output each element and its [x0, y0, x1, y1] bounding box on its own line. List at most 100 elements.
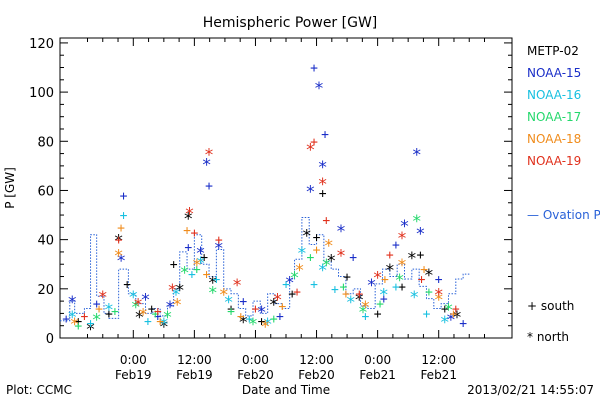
data-point-noaa-15: + — [62, 312, 70, 327]
data-point-noaa-18: * — [360, 298, 370, 318]
data-point-noaa-19: + — [355, 287, 363, 302]
data-point-metp-02: + — [398, 280, 406, 295]
y-axis-label: P [GW] — [3, 167, 17, 209]
data-point-noaa-16: * — [440, 313, 450, 333]
data-point-noaa-16: * — [195, 254, 205, 274]
data-point-noaa-19: * — [184, 205, 194, 225]
data-point-noaa-19: * — [204, 146, 214, 166]
data-point-noaa-15: * — [415, 224, 425, 244]
data-point-noaa-15: * — [256, 303, 266, 323]
legend-item-noaa-18: NOAA-18 — [527, 132, 581, 146]
x-axis-label: Date and Time — [242, 383, 330, 397]
data-point-metp-02: * — [175, 281, 185, 301]
data-point-metp-02: + — [148, 302, 156, 317]
data-point-noaa-19: * — [305, 141, 315, 161]
y-tick-label: 100 — [29, 86, 54, 101]
data-point-metp-02: * — [208, 273, 218, 293]
data-point-noaa-15: + — [276, 309, 284, 324]
data-point-noaa-18: * — [114, 246, 124, 266]
data-point-noaa-17: * — [443, 300, 453, 320]
data-point-noaa-15: * — [399, 217, 409, 237]
data-point-noaa-18: + — [203, 268, 211, 283]
data-point-noaa-17: * — [162, 308, 172, 328]
data-point-noaa-15: + — [93, 297, 101, 312]
data-point-metp-02: * — [424, 266, 434, 286]
data-point-noaa-16: * — [104, 300, 114, 320]
data-point-noaa-17: + — [340, 280, 348, 295]
data-point-noaa-17: * — [394, 271, 404, 291]
data-point-noaa-18: * — [192, 256, 202, 276]
data-point-noaa-15: + — [392, 238, 400, 253]
data-point-noaa-18: * — [172, 296, 182, 316]
chart-title: Hemispheric Power [GW] — [203, 15, 378, 31]
data-point-noaa-15: * — [67, 293, 77, 313]
data-point-metp-02: * — [183, 210, 193, 230]
x-tick-time-label: 0:00 — [364, 353, 391, 367]
x-tick-time-label: 12:00 — [299, 353, 334, 367]
data-point-noaa-15: + — [310, 61, 318, 76]
data-point-noaa-15: * — [285, 273, 295, 293]
legend-item-noaa-17: NOAA-17 — [527, 110, 581, 124]
y-tick-label: 40 — [37, 234, 54, 249]
data-point-noaa-15: * — [140, 291, 150, 311]
data-point-noaa-16: * — [346, 293, 356, 313]
data-point-noaa-17: * — [131, 298, 141, 318]
x-tick-date-label: Feb21 — [359, 368, 396, 382]
data-point-noaa-16: + — [120, 209, 128, 224]
data-point-noaa-17: * — [208, 283, 218, 303]
data-point-noaa-17: * — [289, 269, 299, 289]
data-point-noaa-18: + — [449, 307, 457, 322]
data-point-noaa-17: + — [270, 312, 278, 327]
data-point-noaa-17: + — [193, 263, 201, 278]
data-point-noaa-15: + — [435, 272, 443, 287]
data-point-noaa-19: * — [232, 276, 242, 296]
data-point-noaa-18: + — [117, 221, 125, 236]
data-point-noaa-18: + — [95, 302, 103, 317]
data-point-metp-02: * — [134, 308, 144, 328]
data-point-noaa-19: * — [336, 246, 346, 266]
footer-timestamp: 2013/02/21 14:55:07 — [467, 383, 594, 397]
data-point-metp-02: + — [74, 314, 82, 329]
data-point-noaa-18: * — [434, 291, 444, 311]
data-point-noaa-15: * — [336, 222, 346, 242]
data-point-noaa-16: + — [361, 309, 369, 324]
ovation-layer — [60, 217, 471, 322]
x-tick-date-label: Feb20 — [237, 368, 274, 382]
data-point-noaa-17: * — [179, 264, 189, 284]
data-point-noaa-16: + — [87, 317, 95, 332]
data-point-noaa-16: * — [128, 288, 138, 308]
data-point-metp-02: * — [407, 249, 417, 269]
data-point-noaa-15: * — [165, 298, 175, 318]
data-point-noaa-15: + — [154, 309, 162, 324]
south-legend-label: + south — [527, 299, 574, 313]
data-point-noaa-19: * — [434, 286, 444, 306]
data-point-metp-02: + — [258, 314, 266, 329]
data-point-noaa-16: + — [245, 312, 253, 327]
data-point-noaa-16: * — [263, 315, 273, 335]
data-point-noaa-15: * — [195, 244, 205, 264]
data-point-noaa-19: * — [98, 288, 108, 308]
data-point-metp-02: * — [302, 227, 312, 247]
y-tick-label: 60 — [37, 184, 54, 199]
data-point-metp-02: + — [227, 302, 235, 317]
data-point-noaa-16: + — [212, 272, 220, 287]
data-point-noaa-18: + — [381, 272, 389, 287]
data-point-metp-02: * — [326, 251, 336, 271]
data-point-noaa-18: + — [183, 223, 191, 238]
data-point-metp-02: + — [105, 307, 113, 322]
x-axis: 0:00Feb1912:00Feb190:00Feb2012:00Feb200:… — [86, 38, 486, 382]
data-point-metp-02: * — [452, 308, 462, 328]
data-point-noaa-18: * — [260, 318, 270, 338]
data-point-metp-02: + — [313, 231, 321, 246]
data-point-noaa-15: + — [184, 241, 192, 256]
footer-plot-credit: Plot: CCMC — [6, 383, 72, 397]
x-tick-time-label: 12:00 — [177, 353, 212, 367]
data-point-noaa-15: * — [366, 276, 376, 296]
data-point-metp-02: + — [123, 277, 131, 292]
data-point-noaa-18: + — [342, 287, 350, 302]
legend-item-metp-02: METP-02 — [527, 44, 579, 58]
y-tick-label: 0 — [46, 332, 54, 347]
data-point-noaa-16: + — [423, 307, 431, 322]
data-point-noaa-18: * — [294, 261, 304, 281]
